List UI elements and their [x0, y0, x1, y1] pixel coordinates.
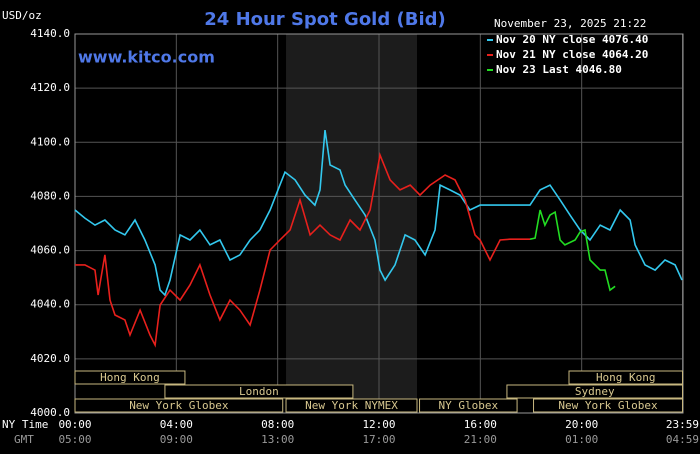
- y-tick-label: 4000.0: [30, 406, 70, 419]
- legend-entry: Nov 23 Last 4046.80: [496, 63, 622, 76]
- session-box: [285, 398, 418, 413]
- price-line: [529, 209, 616, 292]
- x-tick-label: 12:00: [362, 418, 395, 431]
- y-tick-label: 4020.0: [30, 352, 70, 365]
- y-tick-label: 4080.0: [30, 189, 70, 202]
- session-label: Hong Kong: [596, 371, 656, 384]
- x-tick-label: 20:00: [565, 418, 598, 431]
- session-label: Hong Kong: [100, 371, 160, 384]
- gmt-tick-label: 01:00: [565, 433, 598, 446]
- session-label: New York NYMEX: [305, 399, 398, 412]
- session-box: [74, 398, 284, 413]
- y-tick-label: 4140.0: [30, 27, 70, 40]
- website: www.kitco.com: [78, 48, 215, 67]
- legend-entry: Nov 21 NY close 4064.20: [496, 48, 648, 61]
- legend-entry: Nov 20 NY close 4076.40: [496, 33, 648, 46]
- gmt-tick-label: 05:00: [58, 433, 91, 446]
- y-axis-label: USD/oz: [2, 9, 42, 22]
- x-tick-label: 23:59: [666, 418, 699, 431]
- gmt-tick-label: 13:00: [261, 433, 294, 446]
- session-box: [506, 384, 683, 399]
- x-tick-label: 04:00: [160, 418, 193, 431]
- chart-title: 24 Hour Spot Gold (Bid): [204, 9, 445, 30]
- session-label: London: [239, 385, 279, 398]
- y-tick-label: 4100.0: [30, 135, 70, 148]
- price-line: [75, 152, 530, 348]
- price-line: [74, 129, 683, 297]
- y-tick-label: 4040.0: [30, 298, 70, 311]
- session-box: [164, 384, 354, 399]
- timestamp: November 23, 2025 21:22: [494, 17, 646, 30]
- session-box: [568, 370, 683, 385]
- session-label: New York Globex: [558, 399, 658, 412]
- x-row-label: NY Time: [2, 418, 48, 431]
- session-label: New York Globex: [129, 399, 229, 412]
- y-tick-label: 4120.0: [30, 81, 70, 94]
- plot-frame: [74, 33, 684, 414]
- x-tick-label: 08:00: [261, 418, 294, 431]
- x-tick-label: 00:00: [58, 418, 91, 431]
- session-box: [533, 398, 683, 413]
- session-box: [419, 398, 518, 413]
- gmt-tick-label: 04:59: [666, 433, 699, 446]
- session-label: Sydney: [575, 385, 615, 398]
- session-box: [74, 370, 186, 385]
- gmt-tick-label: 09:00: [160, 433, 193, 446]
- x-tick-label: 16:00: [464, 418, 497, 431]
- gmt-tick-label: 21:00: [464, 433, 497, 446]
- y-tick-label: 4060.0: [30, 244, 70, 257]
- x-row-label: GMT: [14, 433, 34, 446]
- highlight-band: [286, 34, 417, 413]
- gmt-tick-label: 17:00: [362, 433, 395, 446]
- session-label: NY Globex: [438, 399, 498, 412]
